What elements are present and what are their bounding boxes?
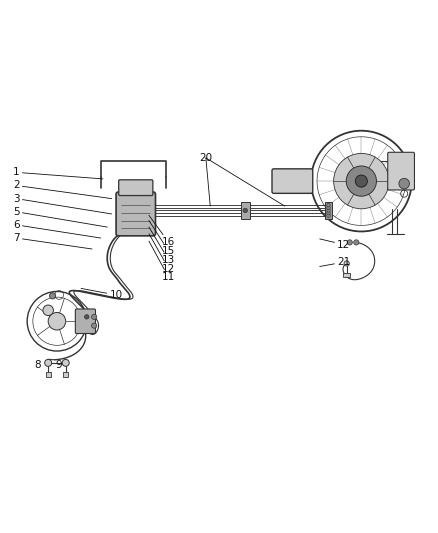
Bar	[241, 201, 250, 219]
Circle shape	[327, 214, 330, 217]
Circle shape	[399, 179, 410, 189]
Text: 1: 1	[13, 167, 103, 179]
Text: 21: 21	[320, 257, 350, 267]
Text: 3: 3	[13, 193, 112, 214]
Circle shape	[327, 204, 330, 207]
Circle shape	[327, 211, 330, 215]
Text: 15: 15	[149, 221, 175, 256]
Circle shape	[355, 175, 367, 187]
Text: 12: 12	[149, 233, 175, 273]
Circle shape	[85, 314, 89, 319]
FancyBboxPatch shape	[116, 192, 155, 236]
Circle shape	[327, 209, 330, 212]
Circle shape	[347, 240, 352, 245]
Circle shape	[344, 261, 349, 266]
Bar	[325, 201, 332, 219]
FancyBboxPatch shape	[75, 309, 95, 334]
Text: 16: 16	[149, 215, 175, 247]
Circle shape	[243, 208, 247, 213]
Text: 9: 9	[56, 360, 63, 370]
Circle shape	[43, 305, 53, 316]
FancyBboxPatch shape	[119, 180, 153, 196]
Text: 12: 12	[320, 239, 350, 249]
Text: 8: 8	[34, 360, 41, 370]
Circle shape	[334, 154, 389, 209]
Circle shape	[92, 314, 97, 319]
Circle shape	[92, 323, 97, 328]
Bar	[46, 373, 51, 377]
Text: 13: 13	[149, 227, 175, 265]
Text: 5: 5	[13, 207, 107, 227]
Bar	[343, 273, 350, 278]
FancyBboxPatch shape	[388, 152, 414, 190]
Circle shape	[346, 166, 376, 196]
Text: 10: 10	[81, 288, 123, 300]
Text: 2: 2	[13, 181, 112, 199]
Circle shape	[327, 206, 330, 209]
FancyBboxPatch shape	[272, 169, 313, 193]
Text: 20: 20	[199, 153, 212, 163]
Bar	[63, 373, 68, 377]
Circle shape	[62, 359, 69, 366]
Text: 6: 6	[13, 220, 101, 238]
Text: 11: 11	[149, 241, 175, 282]
Circle shape	[354, 240, 359, 245]
Text: 7: 7	[13, 233, 92, 249]
Circle shape	[45, 359, 52, 366]
Circle shape	[49, 293, 56, 299]
Circle shape	[48, 312, 66, 330]
